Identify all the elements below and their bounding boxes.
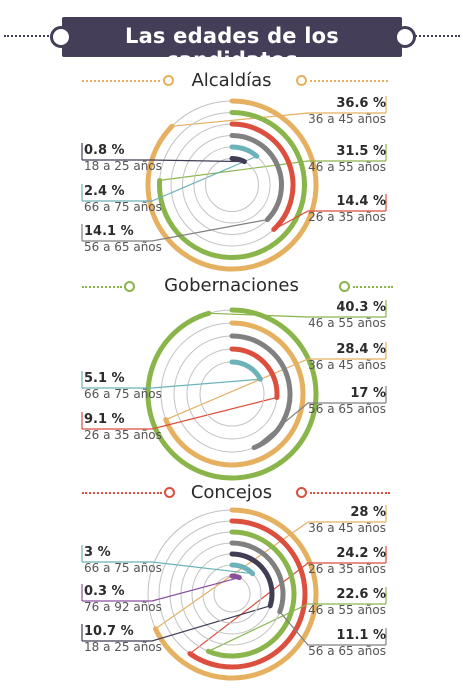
section-circle-icon: [296, 75, 307, 86]
section-title-concejos: Concejos: [190, 482, 273, 503]
leader-line: [82, 219, 268, 242]
radial-chart-2: [81, 505, 387, 681]
leader-line: [82, 561, 253, 575]
data-label: 9.1 % 26 a 35 años: [84, 412, 162, 442]
data-label: 17 % 56 a 65 años: [308, 386, 386, 416]
section-title-alcaldias: Alcaldías: [191, 70, 272, 91]
data-label: 24.2 % 26 a 35 años: [308, 546, 386, 576]
section-title-gobernaciones: Gobernaciones: [164, 275, 299, 296]
arc-46-a-55-años: [145, 307, 319, 481]
data-label: 31.5 % 46 a 55 años: [308, 144, 386, 174]
data-label: 0.8 % 18 a 25 años: [84, 143, 162, 173]
banner-dots-right: [412, 35, 460, 37]
arc-66-a-75-años: [229, 144, 260, 159]
arc-56-a-65-años: [229, 133, 284, 223]
data-label: 36.6 % 36 a 45 años: [308, 96, 386, 126]
leader-line: [273, 210, 386, 231]
data-label: 28.4 % 36 a 45 años: [308, 342, 386, 372]
section-circle-icon: [163, 75, 174, 86]
data-label: 10.7 % 18 a 25 años: [84, 624, 162, 654]
data-label: 14.1 % 56 a 65 años: [84, 224, 162, 254]
leader-line: [208, 603, 386, 652]
track-ring: [213, 575, 251, 613]
leader-line: [208, 312, 386, 318]
banner-circle-left-icon: [50, 26, 72, 48]
leader-line: [155, 521, 386, 630]
leader-line: [253, 402, 386, 449]
section-dots: [82, 80, 160, 82]
arc-66-a-75-años: [229, 562, 256, 577]
section-dots: [310, 80, 388, 82]
leader-line: [82, 159, 245, 163]
data-label: 0.3 % 76 a 92 años: [84, 584, 162, 614]
leader-line: [189, 562, 386, 655]
leader-line: [82, 155, 258, 202]
leader-line: [159, 160, 386, 181]
arc-26-a-35-años: [187, 518, 308, 670]
section-dots: [310, 492, 390, 494]
page-title: Las edades de los candidatos: [124, 24, 339, 72]
banner-circle-right-icon: [394, 26, 416, 48]
arc-36-a-45-años: [145, 98, 319, 272]
arc-18-a-25-años: [229, 551, 275, 609]
section-circle-icon: [124, 281, 135, 292]
radial-chart-1: [81, 300, 387, 481]
arc-18-a-25-años: [229, 156, 247, 165]
data-label: 5.1 % 66 a 75 años: [84, 371, 162, 401]
leader-line: [279, 611, 386, 646]
arc-56-a-65-años: [229, 333, 293, 451]
leader-line: [165, 358, 386, 421]
data-label: 40.3 % 46 a 55 años: [308, 300, 386, 330]
radial-chart-0: [81, 96, 387, 272]
data-label: 28 % 36 a 45 años: [308, 505, 386, 535]
arc-56-a-65-años: [229, 540, 286, 615]
arc-66-a-75-años: [229, 359, 263, 382]
arc-46-a-55-años: [205, 529, 297, 659]
arc-76-a-92-años: [229, 573, 242, 581]
arc-46-a-55-años: [157, 110, 307, 260]
data-label: 2.4 % 66 a 75 años: [84, 184, 162, 214]
data-label: 3 % 66 a 75 años: [84, 545, 162, 575]
arc-36-a-45-años: [163, 320, 306, 468]
section-dots: [82, 286, 122, 288]
arc-26-a-35-años: [229, 346, 280, 400]
leader-line: [171, 112, 386, 127]
section-circle-icon: [164, 487, 175, 498]
arc-26-a-35-años: [229, 121, 296, 232]
leader-line: [82, 577, 240, 602]
data-label: 14.4 % 26 a 35 años: [308, 194, 386, 224]
section-circle-icon: [339, 281, 350, 292]
data-label: 11.1 % 56 a 65 años: [308, 628, 386, 658]
data-label: 22.6 % 46 a 55 años: [308, 587, 386, 617]
leader-line: [82, 605, 271, 642]
leader-line: [82, 378, 261, 389]
title-banner: Las edades de los candidatos: [62, 17, 402, 72]
section-dots: [82, 492, 162, 494]
section-circle-icon: [296, 487, 307, 498]
leader-line: [82, 396, 278, 430]
section-dots: [353, 286, 393, 288]
banner-dots-left: [4, 35, 56, 37]
